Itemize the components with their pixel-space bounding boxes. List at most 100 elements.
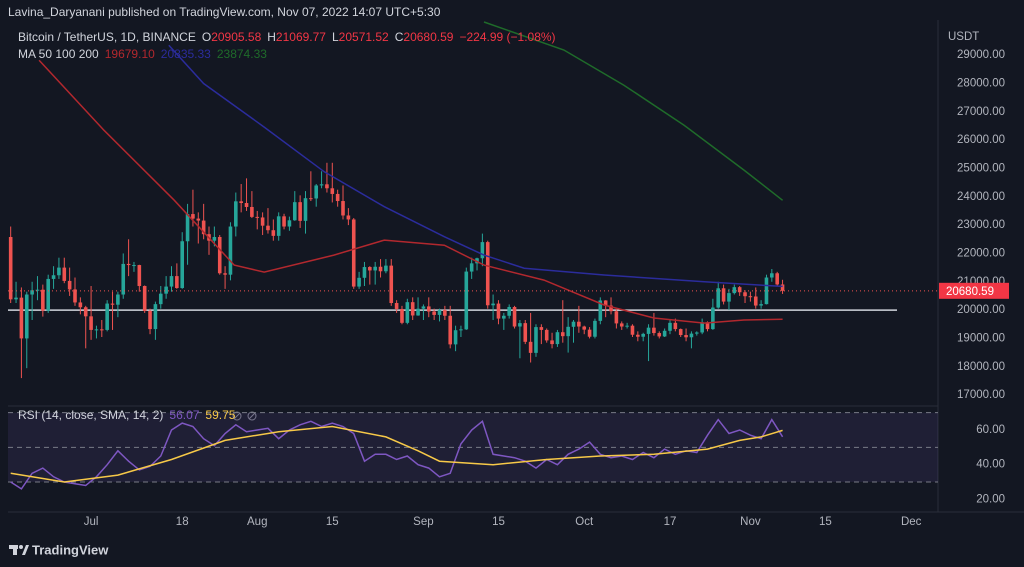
y-tick-label: 40.00 [976, 459, 1005, 471]
candle-body [464, 271, 469, 330]
candle-body [748, 296, 753, 298]
ohlc-label: C [395, 30, 404, 44]
candle-body [625, 325, 629, 327]
candle-body [46, 278, 51, 311]
ohlc-value: 21069.77 [276, 30, 326, 44]
candle-body [716, 288, 721, 308]
y-tick-label: 20.00 [976, 493, 1005, 505]
candle-body [378, 266, 383, 272]
candle-body [351, 219, 356, 287]
candle-body [41, 289, 45, 311]
candle-body [603, 300, 608, 306]
candle-body [158, 293, 163, 305]
candle-body [14, 297, 18, 300]
candle-body [528, 341, 533, 353]
candle-body [175, 276, 179, 288]
candle-body [346, 215, 351, 220]
candle-body [770, 273, 774, 278]
x-tick-label: Oct [575, 516, 594, 528]
candle-body [646, 327, 651, 334]
candle-body [266, 225, 270, 231]
candle-body [83, 307, 88, 317]
candle-body [518, 323, 522, 327]
candle-body [657, 333, 662, 337]
candle-body [394, 303, 399, 309]
candle-body [105, 303, 109, 330]
candle-body [142, 286, 147, 311]
candle-body [78, 302, 83, 308]
line-series [168, 44, 783, 288]
last-price-box [939, 282, 1009, 299]
candle-body [534, 327, 538, 353]
icon [232, 411, 242, 421]
candle-body [759, 304, 763, 306]
candle-body [727, 293, 731, 302]
y-tick-label: 27000.00 [957, 106, 1005, 118]
candle-body [250, 206, 254, 217]
candle-body [448, 315, 453, 345]
candle-body [368, 267, 372, 271]
candle-body [619, 323, 624, 327]
plot [8, 21, 938, 379]
candle-body [24, 294, 29, 339]
candle-body [544, 329, 549, 341]
candle-body [362, 267, 367, 278]
y-tick-label: 26000.00 [957, 134, 1005, 146]
candle-body [67, 280, 72, 290]
candle-body [512, 306, 517, 327]
x-tick-label: 15 [326, 516, 339, 528]
candle-body [30, 290, 34, 295]
candle-body [357, 277, 361, 287]
candle-body [303, 198, 308, 221]
candle-body [662, 330, 667, 337]
candle-body [8, 237, 13, 300]
candle-body [298, 202, 302, 221]
ma-value: 20835.33 [161, 47, 211, 61]
candle-body [153, 304, 158, 330]
candle-body [443, 310, 447, 316]
candle-body [539, 327, 544, 330]
candle-body [228, 226, 233, 275]
candle-body [694, 332, 699, 334]
candle-body [705, 322, 710, 330]
candle-body [737, 287, 742, 293]
y-tick-label: 24000.00 [957, 191, 1005, 203]
icon [233, 412, 241, 420]
last-price-label: 20680.59 [946, 286, 994, 298]
candle-body [330, 188, 335, 194]
candle-body [426, 306, 431, 312]
ma-value: 19679.10 [105, 47, 155, 61]
candle-body [260, 217, 265, 226]
candle-body [668, 322, 672, 331]
candle-body [137, 265, 142, 287]
candle-body [335, 193, 340, 202]
axis-unit: USDT [948, 31, 979, 43]
publish-info: Lavina_Daryanani published on TradingVie… [8, 5, 441, 19]
y-tick-label: 29000.00 [957, 49, 1005, 61]
candle-body [164, 286, 168, 294]
rsi-value: 56.07 [169, 408, 199, 422]
candle-body [689, 333, 694, 338]
x-tick-label: Nov [740, 516, 761, 528]
candle-body [711, 307, 715, 330]
candle-body [57, 267, 61, 276]
candle-body [62, 267, 67, 281]
candle-body [287, 220, 292, 227]
icon [247, 411, 257, 421]
candle-body [507, 306, 511, 316]
candle-body [502, 315, 506, 319]
candle-body [491, 303, 495, 306]
candle-body [496, 303, 501, 319]
candle-body [116, 294, 120, 305]
legend-title: Bitcoin / TetherUS, 1D, BINANCE [18, 30, 196, 44]
icons [232, 411, 257, 421]
candle-body [373, 266, 377, 271]
candle-body [641, 333, 645, 337]
candle-body [416, 308, 420, 316]
line-series [38, 59, 783, 324]
candle-body [341, 201, 345, 216]
candle-body [73, 289, 77, 303]
candle-body [292, 202, 297, 221]
